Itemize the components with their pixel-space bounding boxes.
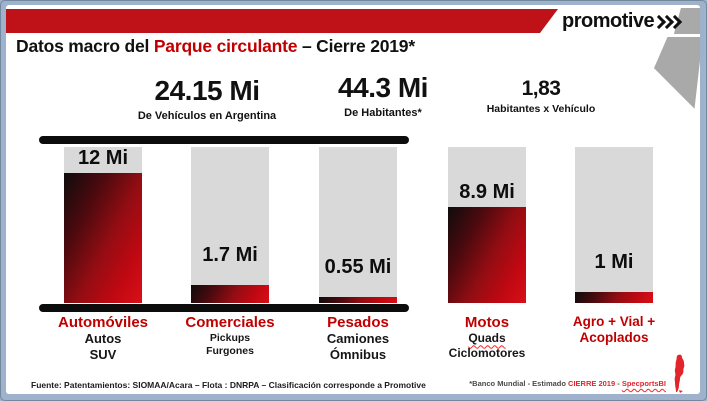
bar-value-label: 1 Mi — [594, 251, 634, 273]
bar — [575, 292, 653, 303]
bar-column-automoviles: 12 Mi — [64, 147, 142, 303]
footnote-brand: SpecportsBI — [621, 379, 666, 388]
category-pesados: Pesados Camiones Ómnibus — [283, 314, 433, 363]
category-label: Comerciales — [185, 314, 275, 331]
stat-value: 1,83 — [521, 77, 561, 100]
category-sublabel: Furgones — [206, 345, 254, 358]
source-note: Fuente: Patentamientos: SIOMAA/Acara – F… — [31, 380, 426, 390]
bar — [191, 285, 269, 303]
bar-column-agro: 1 Mi — [575, 147, 653, 303]
stat-value: 44.3 Mi — [338, 72, 428, 103]
category-label: Agro + Vial + — [572, 314, 656, 329]
category-sublabel: Pickups — [209, 332, 251, 345]
footnote-highlight: CIERRE 2019 — [568, 379, 616, 388]
bar — [64, 173, 142, 303]
category-automoviles: Automóviles Autos SUV — [28, 314, 178, 363]
stat-vehicles: 24.15 Mi De Vehículos en Argentina — [118, 75, 296, 122]
category-sublabel: Ciclomotores — [448, 346, 526, 361]
bar-value-label: 12 Mi — [77, 147, 129, 169]
footnote-prefix: *Banco Mundial - Estimado — [469, 379, 569, 388]
category-label: Motos — [464, 314, 510, 331]
argentina-map-icon — [674, 354, 685, 393]
corner-accent-lower — [654, 37, 700, 109]
category-label: Acoplados — [579, 329, 649, 345]
bar-column-motos: 8.9 Mi — [448, 147, 526, 303]
stat-value: 24.15 Mi — [154, 75, 260, 106]
footnote: *Banco Mundial - Estimado CIERRE 2019 - … — [376, 379, 666, 388]
category-sublabel: Quads — [468, 331, 506, 346]
title-highlight: Parque circulante — [153, 36, 298, 56]
bar-value-label: 1.7 Mi — [202, 244, 258, 266]
stat-inhabitants: 44.3 Mi De Habitantes* — [304, 72, 462, 119]
category-comerciales: Comerciales Pickups Furgones — [155, 314, 305, 357]
category-label: Pesados — [327, 314, 389, 331]
group-bracket-top — [39, 136, 409, 144]
bar-value-label: 8.9 Mi — [459, 181, 515, 203]
stat-label: De Vehículos en Argentina — [137, 110, 277, 122]
bar-column-pesados: 0.55 Mi — [319, 147, 397, 303]
category-sublabel: Autos — [84, 331, 122, 347]
bar — [319, 297, 397, 303]
footnote-sep: - — [615, 379, 622, 388]
page-title: Datos macro del Parque circulante – Cier… — [16, 36, 415, 57]
category-sublabel: Camiones — [326, 331, 390, 347]
group-bracket-bottom — [39, 304, 409, 312]
triple-chevron-icon — [652, 14, 683, 29]
category-sublabel: SUV — [89, 347, 117, 363]
logo-text: promotive — [562, 10, 655, 32]
promotive-logo: promotive — [562, 10, 700, 33]
bar-column-comerciales: 1.7 Mi — [191, 147, 269, 303]
title-prefix: Datos macro del — [16, 36, 154, 56]
category-agro: Agro + Vial + Acoplados — [539, 314, 689, 345]
category-motos: Motos Quads Ciclomotores — [412, 314, 562, 361]
category-sublabel: Ómnibus — [329, 347, 387, 363]
category-label: Automóviles — [57, 314, 148, 331]
bar — [448, 207, 526, 303]
bar-value-label: 0.55 Mi — [324, 256, 392, 278]
stat-inhabitants-per-vehicle: 1,83 Habitantes x Vehículo — [461, 77, 621, 115]
stat-label: De Habitantes* — [344, 107, 422, 119]
stat-label: Habitantes x Vehículo — [486, 103, 596, 115]
slide: promotive Datos macro del Parque circula… — [6, 5, 700, 394]
title-suffix: – Cierre 2019* — [297, 36, 415, 56]
header-red-banner — [6, 9, 558, 33]
